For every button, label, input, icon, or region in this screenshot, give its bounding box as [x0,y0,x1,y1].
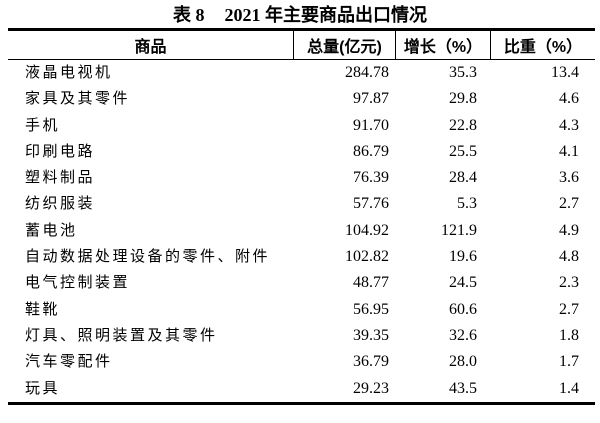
share-cell: 2.7 [559,195,579,213]
growth-cell: 24.5 [449,274,477,292]
table-title-text: 2021 年主要商品出口情况 [224,5,428,25]
total-cell: 48.77 [353,274,389,292]
total-cell: 97.87 [353,90,389,108]
growth-cell: 43.5 [449,379,477,397]
total-cell: 86.79 [353,142,389,160]
share-cell: 4.9 [559,221,579,239]
table-number-label: 表 8 [173,5,205,25]
header-growth: 增长（%） [395,31,490,59]
table-bottom-rule [8,401,595,405]
share-cell: 1.8 [559,326,579,344]
total-cell: 57.76 [353,195,389,213]
commodity-cell: 塑料制品 [25,170,96,187]
table-row: 手机 91.70 22.8 4.3 [8,113,595,139]
growth-cell: 29.8 [449,90,477,108]
growth-cell: 28.4 [449,169,477,187]
header-commodity: 商品 [134,39,167,56]
total-cell: 39.35 [353,326,389,344]
share-cell: 4.1 [559,142,579,160]
growth-cell: 28.0 [449,353,477,371]
table-row: 蓄电池 104.92 121.9 4.9 [8,218,595,244]
table-row: 汽车零配件 36.79 28.0 1.7 [8,349,595,375]
commodity-cell: 电气控制装置 [25,275,131,292]
commodity-cell: 印刷电路 [25,143,96,160]
growth-cell: 60.6 [449,300,477,318]
table-row: 鞋靴 56.95 60.6 2.7 [8,297,595,323]
table-row: 家具及其零件 97.87 29.8 4.6 [8,86,595,112]
share-cell: 4.3 [559,116,579,134]
table-row: 电气控制装置 48.77 24.5 2.3 [8,270,595,296]
total-cell: 76.39 [353,169,389,187]
growth-cell: 35.3 [449,64,477,81]
commodity-cell: 家具及其零件 [25,91,131,108]
table-row: 液晶电视机 284.78 35.3 13.4 [8,60,595,86]
commodity-cell: 自动数据处理设备的零件、附件 [25,249,271,266]
share-cell: 4.8 [559,248,579,266]
total-cell: 29.23 [353,379,389,397]
share-cell: 13.4 [551,64,579,81]
commodity-cell: 液晶电视机 [25,65,113,81]
total-cell: 104.92 [345,221,389,239]
table-body: 液晶电视机 284.78 35.3 13.4 家具及其零件 97.87 29.8… [8,60,595,402]
table-row: 纺织服装 57.76 5.3 2.7 [8,191,595,217]
table-row: 印刷电路 86.79 25.5 4.1 [8,139,595,165]
total-cell: 102.82 [345,248,389,266]
data-table: 商品 总量(亿元) 增长（%） 比重（%） 液晶电视机 284.78 35.3 … [8,28,595,405]
header-share: 比重（%） [490,31,595,59]
commodity-cell: 蓄电池 [25,222,78,239]
table-row: 塑料制品 76.39 28.4 3.6 [8,165,595,191]
table-row: 自动数据处理设备的零件、附件 102.82 19.6 4.8 [8,244,595,270]
table-row: 灯具、照明装置及其零件 39.35 32.6 1.8 [8,323,595,349]
table-title: 表 8 2021 年主要商品出口情况 [0,4,600,26]
table-header-row: 商品 总量(亿元) 增长（%） 比重（%） [8,31,595,60]
table-row: 玩具 29.23 43.5 1.4 [8,376,595,402]
commodity-cell: 灯具、照明装置及其零件 [25,327,218,344]
total-cell: 56.95 [353,300,389,318]
commodity-cell: 玩具 [25,380,61,397]
growth-cell: 19.6 [449,248,477,266]
total-cell: 36.79 [353,353,389,371]
growth-cell: 25.5 [449,142,477,160]
share-cell: 1.4 [559,379,579,397]
share-cell: 1.7 [559,353,579,371]
growth-cell: 32.6 [449,326,477,344]
share-cell: 4.6 [559,90,579,108]
total-cell: 284.78 [345,64,389,81]
share-cell: 2.3 [559,274,579,292]
commodity-cell: 纺织服装 [25,196,96,213]
share-cell: 2.7 [559,300,579,318]
growth-cell: 22.8 [449,116,477,134]
growth-cell: 121.9 [441,221,477,239]
share-cell: 3.6 [559,169,579,187]
table-top-rule [8,28,595,31]
growth-cell: 5.3 [457,195,477,213]
header-total: 总量(亿元) [293,31,395,59]
commodity-cell: 鞋靴 [25,301,61,318]
commodity-cell: 手机 [25,117,61,134]
total-cell: 91.70 [353,116,389,134]
commodity-cell: 汽车零配件 [25,354,113,371]
